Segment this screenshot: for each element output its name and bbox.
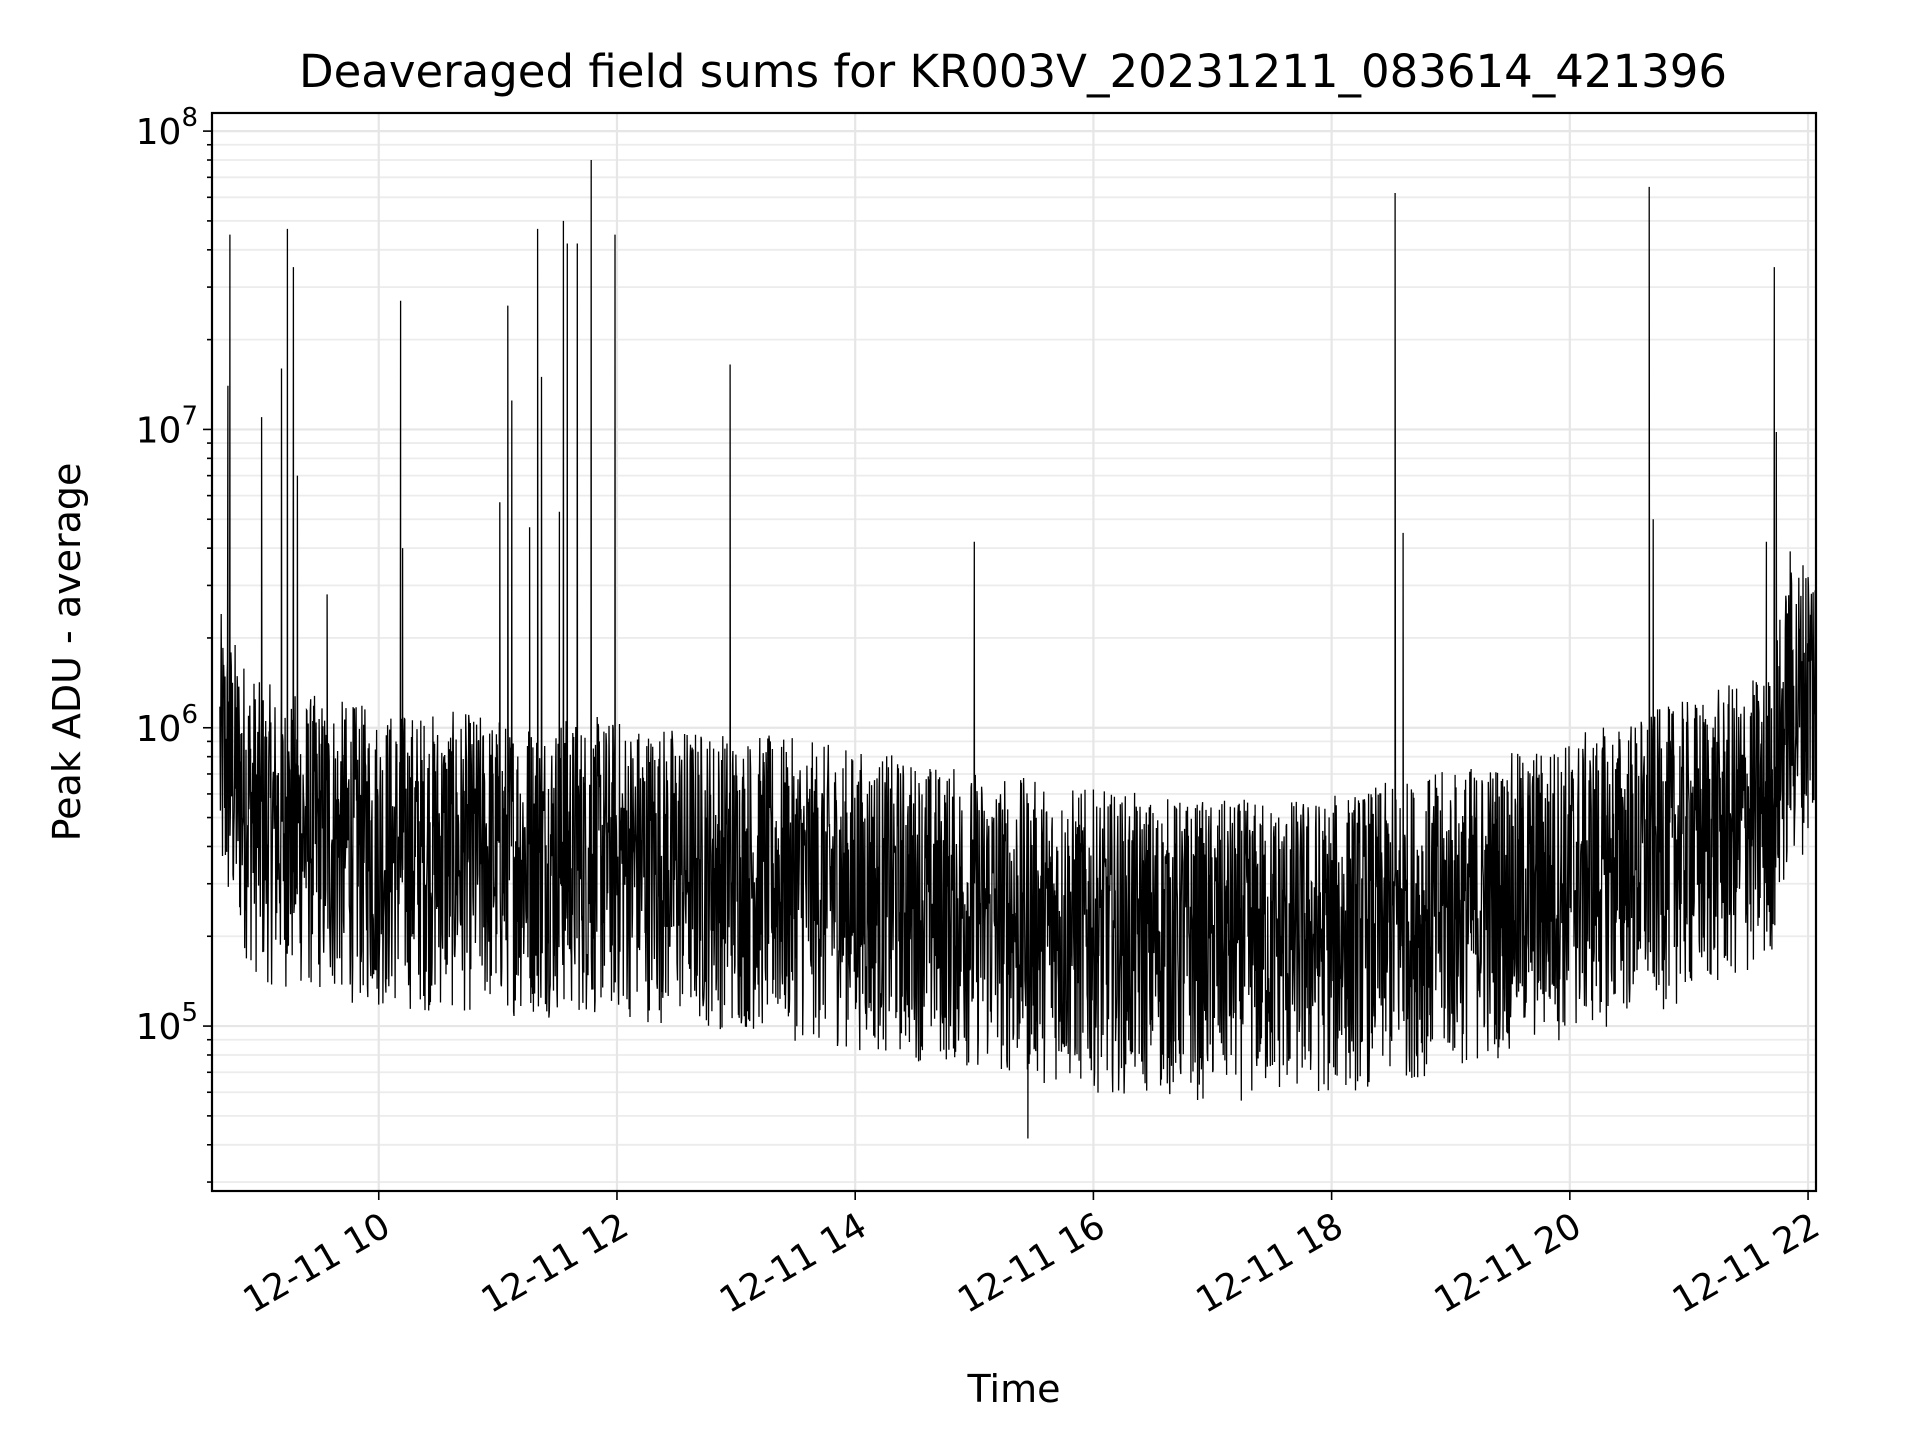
series-line (219, 159, 1816, 1139)
y-tick-label: 105 (136, 998, 198, 1048)
y-tick-label: 106 (136, 700, 198, 750)
x-axis-label: Time (967, 1367, 1061, 1411)
chart-title: Deaveraged field sums for KR003V_2023121… (299, 45, 1727, 98)
y-axis: 105 106 107 108 (136, 103, 212, 1183)
y-tick-label: 107 (136, 401, 198, 451)
plot-frame (210, 111, 1818, 1193)
series-path (219, 159, 1816, 1139)
y-tick-label: 108 (136, 103, 198, 153)
y-axis-label: Peak ADU - average (45, 463, 89, 842)
